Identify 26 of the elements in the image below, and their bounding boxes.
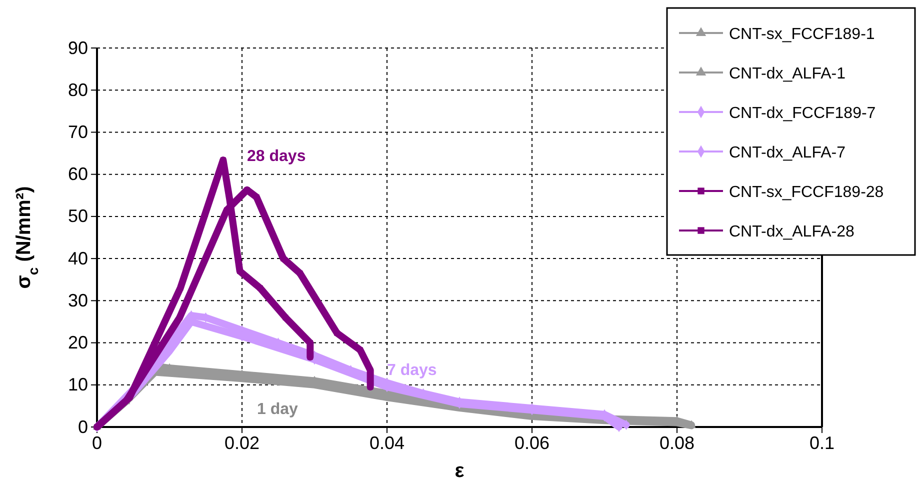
x-tick-label: 0.02 [224,432,260,453]
legend-label: CNT-dx_ALFA-7 [729,144,846,162]
legend-label: CNT-dx_FCCF189-7 [729,105,876,122]
y-tick-label: 10 [68,374,88,395]
legend-label: CNT-dx_ALFA-1 [729,66,846,82]
annotation: 1 day [257,401,298,418]
annotation: 7 days [387,362,437,379]
legend-label: CNT-dx_ALFA-28 [729,224,854,240]
y-tick-label: 90 [68,38,88,58]
y-tick-label: 80 [68,80,88,100]
y-tick-label: 60 [68,164,88,184]
y-tick-label: 0 [78,416,88,437]
legend-label: CNT-sx_FCCF189-1 [729,26,875,43]
y-tick-label: 20 [68,332,88,353]
x-tick-label: 0.06 [514,432,550,453]
x-tick-label: 0.1 [809,432,835,453]
x-tick-label: 0 [92,432,102,453]
legend-label: CNT-sx_FCCF189-28 [729,184,884,201]
y-tick-label: 40 [68,248,88,268]
x-tick-label: 0.08 [659,432,695,453]
x-axis-title: ε [454,460,465,482]
y-tick-label: 50 [68,206,88,226]
y-tick-label: 70 [68,122,88,142]
x-tick-label: 0.04 [369,432,405,453]
annotation: 28 days [247,148,306,165]
y-tick-label: 30 [68,290,88,310]
